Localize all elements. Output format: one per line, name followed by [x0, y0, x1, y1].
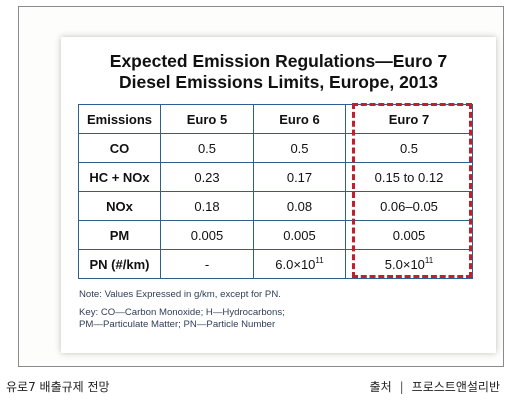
- cell-pm-euro6: 0.005: [253, 220, 346, 250]
- pn-euro7-exponent: 11: [424, 255, 434, 265]
- title-line-2: Diesel Emissions Limits, Europe, 2013: [118, 72, 439, 92]
- figure-caption: 유로7 배출규제 전망: [6, 380, 110, 394]
- cell-pn-euro7: 5.0×1011: [345, 249, 473, 279]
- emissions-table: Emissions Euro 5 Euro 6 Euro 7 CO 0.5 0.…: [78, 104, 473, 279]
- units-note: Note: Values Expressed in g/km, except f…: [79, 289, 281, 300]
- source-separator: |: [399, 380, 404, 394]
- source-label: 출처: [369, 380, 392, 394]
- cell-hcnox-euro7: 0.15 to 0.12: [345, 162, 473, 192]
- table-header-row: Emissions Euro 5 Euro 6 Euro 7: [78, 104, 473, 134]
- source-name: 프로스트앤설리반: [411, 380, 500, 394]
- cell-hcnox-euro5: 0.23: [160, 162, 254, 192]
- cell-co-euro7: 0.5: [345, 133, 473, 163]
- cell-nox-euro6: 0.08: [253, 191, 346, 221]
- figure-frame: Expected Emission Regulations—Euro 7 Die…: [18, 6, 504, 367]
- row-label-hc-nox: HC + NOx: [78, 162, 161, 192]
- cell-hcnox-euro6: 0.17: [253, 162, 346, 192]
- cell-co-euro6: 0.5: [253, 133, 346, 163]
- cell-nox-euro7: 0.06–0.05: [345, 191, 473, 221]
- header-euro7: Euro 7: [345, 104, 473, 134]
- cell-co-euro5: 0.5: [160, 133, 254, 163]
- pn-euro6-base: 6.0×10: [275, 256, 316, 272]
- cell-pn-euro5: -: [160, 249, 254, 279]
- figure-card: Expected Emission Regulations—Euro 7 Die…: [61, 37, 496, 353]
- table-row: NOx 0.18 0.08 0.06–0.05: [78, 191, 473, 221]
- figure-notes: Note: Values Expressed in g/km, except f…: [79, 289, 479, 331]
- pn-euro6-exponent: 11: [315, 255, 324, 265]
- row-label-co: CO: [78, 133, 161, 163]
- key-line-2: PM—Particulate Matter; PN—Particle Numbe…: [79, 319, 276, 330]
- row-label-pm: PM: [78, 220, 161, 250]
- key-line-1: Key: CO—Carbon Monoxide; H—Hydrocarbons;: [79, 307, 285, 318]
- title-line-1: Expected Emission Regulations—Euro 7: [109, 51, 448, 71]
- cell-pm-euro7: 0.005: [345, 220, 473, 250]
- figure-title: Expected Emission Regulations—Euro 7 Die…: [61, 51, 496, 93]
- table-row: HC + NOx 0.23 0.17 0.15 to 0.12: [78, 162, 473, 192]
- cell-nox-euro5: 0.18: [160, 191, 254, 221]
- cell-pm-euro5: 0.005: [160, 220, 254, 250]
- table-row: PM 0.005 0.005 0.005: [78, 220, 473, 250]
- row-label-pn: PN (#/km): [78, 249, 161, 279]
- figure-source: 출처 | 프로스트앤설리반: [370, 378, 500, 395]
- cell-pn-euro6: 6.0×1011: [253, 249, 346, 279]
- header-euro6: Euro 6: [253, 104, 346, 134]
- header-emissions: Emissions: [78, 104, 161, 134]
- table-row: CO 0.5 0.5 0.5: [78, 133, 473, 163]
- table-row: PN (#/km) - 6.0×1011 5.0×1011: [78, 249, 473, 279]
- pn-euro7-base: 5.0×10: [384, 256, 425, 272]
- row-label-nox: NOx: [78, 191, 161, 221]
- header-euro5: Euro 5: [160, 104, 254, 134]
